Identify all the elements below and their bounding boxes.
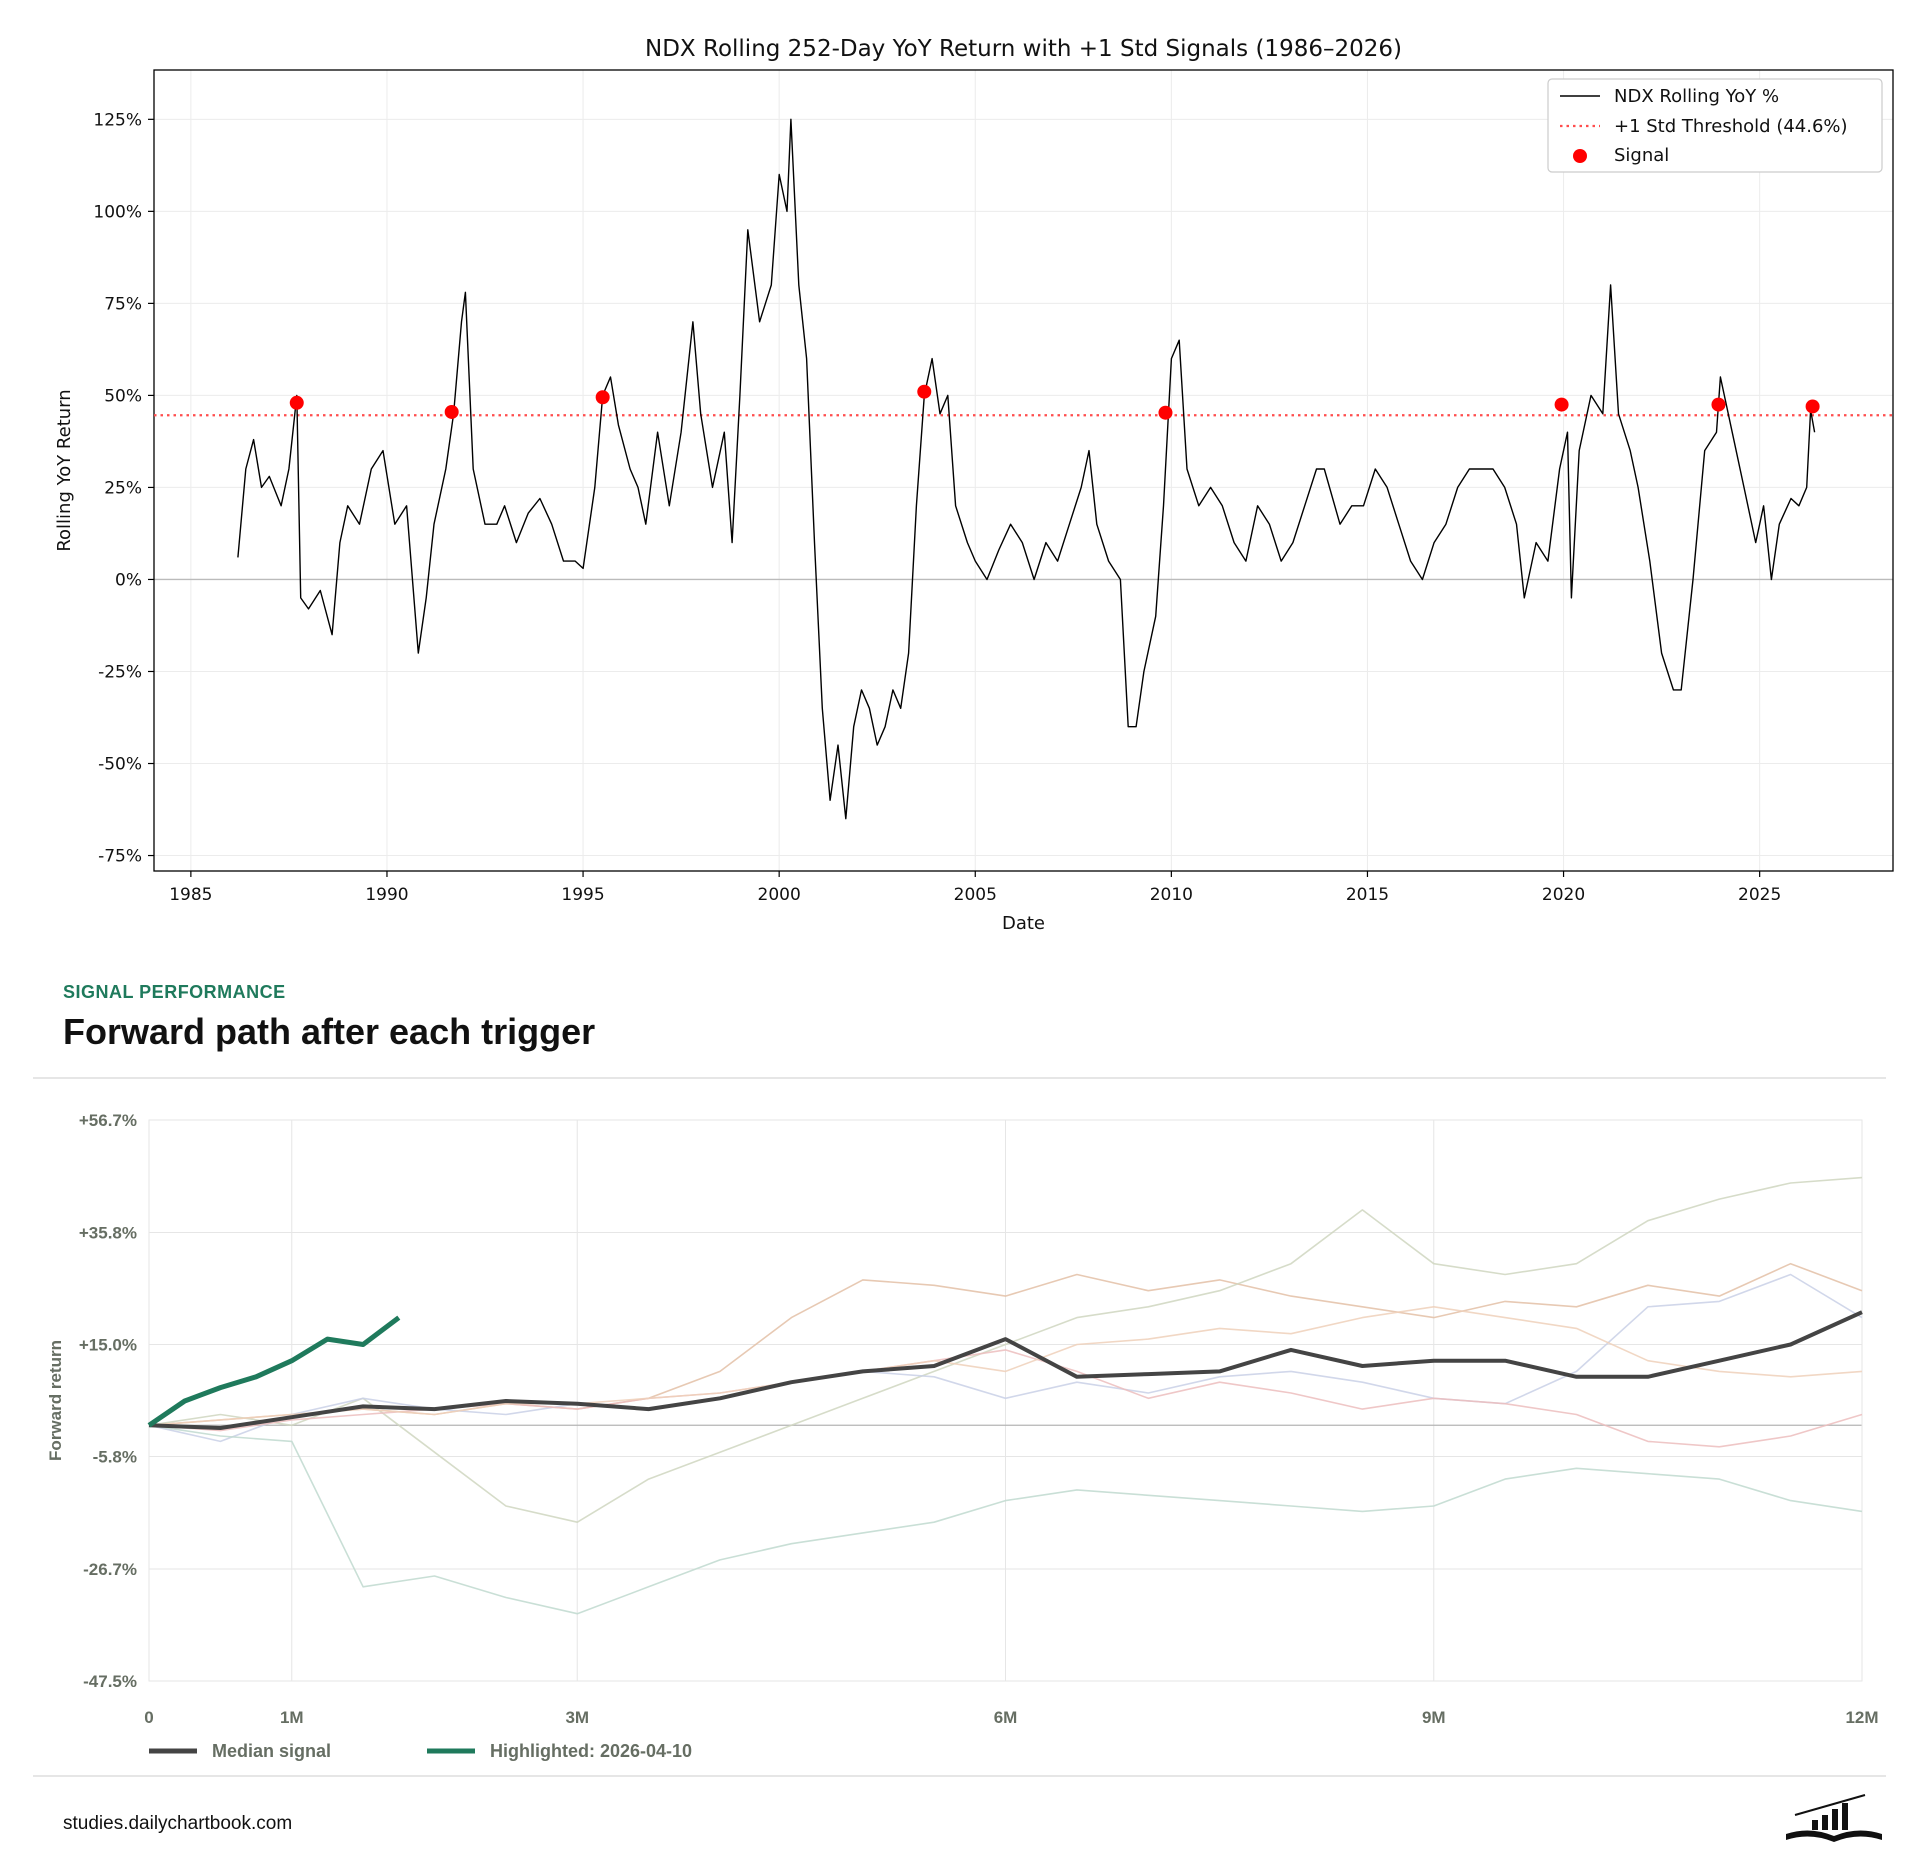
y-tick-label: 75% (104, 294, 142, 314)
signal-path-line (148, 1424, 1863, 1615)
x-tick-label: 3M (565, 1708, 589, 1727)
y-tick-label: 25% (104, 478, 142, 498)
signal-point (1711, 397, 1726, 412)
x-tick-label: 2000 (758, 885, 801, 905)
footer-site: studies.dailychartbook.com (63, 1813, 292, 1834)
signal-path-line (148, 1306, 1863, 1427)
x-tick-label: 6M (994, 1708, 1018, 1727)
y-tick-label: -47.5% (83, 1672, 137, 1691)
signal-point (444, 404, 459, 419)
x-axis-label: Date (1002, 913, 1045, 934)
legend-label: Signal (1614, 145, 1669, 166)
signal-point (1158, 405, 1173, 420)
x-tick-label: 0 (144, 1708, 153, 1727)
y-tick-label: 125% (93, 110, 142, 130)
legend-label: Highlighted: 2026-04-10 (490, 1741, 692, 1761)
signal-point (1805, 399, 1820, 414)
x-tick-label: 1M (280, 1708, 304, 1727)
series-line (237, 118, 1816, 820)
plot-frame (153, 69, 1894, 872)
y-tick-label: +35.8% (79, 1224, 137, 1243)
y-tick-label: -25% (98, 662, 142, 682)
legend-label: Median signal (212, 1741, 331, 1761)
legend-label: +1 Std Threshold (44.6%) (1614, 116, 1848, 137)
x-tick-label: 1990 (365, 885, 408, 905)
y-tick-label: 50% (104, 386, 142, 406)
chart-title: Forward path after each trigger (63, 1011, 595, 1052)
y-tick-label: -26.7% (83, 1560, 137, 1579)
signal-point (595, 390, 610, 405)
y-axis-label: Rolling YoY Return (54, 389, 75, 551)
eyebrow: SIGNAL PERFORMANCE (63, 982, 286, 1002)
series-line (147, 1315, 401, 1428)
x-tick-label: 1995 (561, 885, 604, 905)
x-tick-label: 1985 (169, 885, 212, 905)
y-tick-label: 0% (115, 570, 142, 590)
x-tick-label: 2025 (1738, 885, 1781, 905)
chart-title: NDX Rolling 252-Day YoY Return with +1 S… (645, 36, 1402, 62)
signal-point (1554, 397, 1569, 412)
x-tick-label: 2005 (954, 885, 997, 905)
signal-path-line (148, 1176, 1863, 1523)
x-tick-label: 9M (1422, 1708, 1446, 1727)
legend-box (1547, 78, 1883, 173)
chart-2: -47.5% -26.7% -5.8% +15.0% +35.8% +56.7% 0 1M 3M… (46, 982, 1879, 1761)
y-tick-label: +56.7% (79, 1111, 137, 1130)
x-tick-label: 2015 (1346, 885, 1389, 905)
y-tick-label: -5.8% (93, 1447, 137, 1466)
chart-1: -75% -50% -25% 0% 25% 50% 75% 100% 125% 1985 1990 1… (54, 36, 1894, 934)
signal-point (917, 384, 932, 399)
y-tick-label: +15.0% (79, 1336, 137, 1355)
legend-swatch (1573, 149, 1587, 163)
y-tick-label: 100% (93, 202, 142, 222)
x-tick-label: 2010 (1150, 885, 1193, 905)
legend-label: NDX Rolling YoY % (1614, 86, 1779, 107)
logo (1786, 1794, 1882, 1842)
y-tick-label: -50% (98, 755, 142, 775)
y-axis-label: Forward return (46, 1340, 65, 1461)
plot-frame (148, 1119, 1863, 1682)
signal-point (289, 395, 304, 410)
y-tick-label: -75% (98, 847, 142, 867)
x-tick-label: 2020 (1542, 885, 1585, 905)
series-line (148, 1310, 1863, 1430)
x-tick-label: 12M (1845, 1708, 1878, 1727)
